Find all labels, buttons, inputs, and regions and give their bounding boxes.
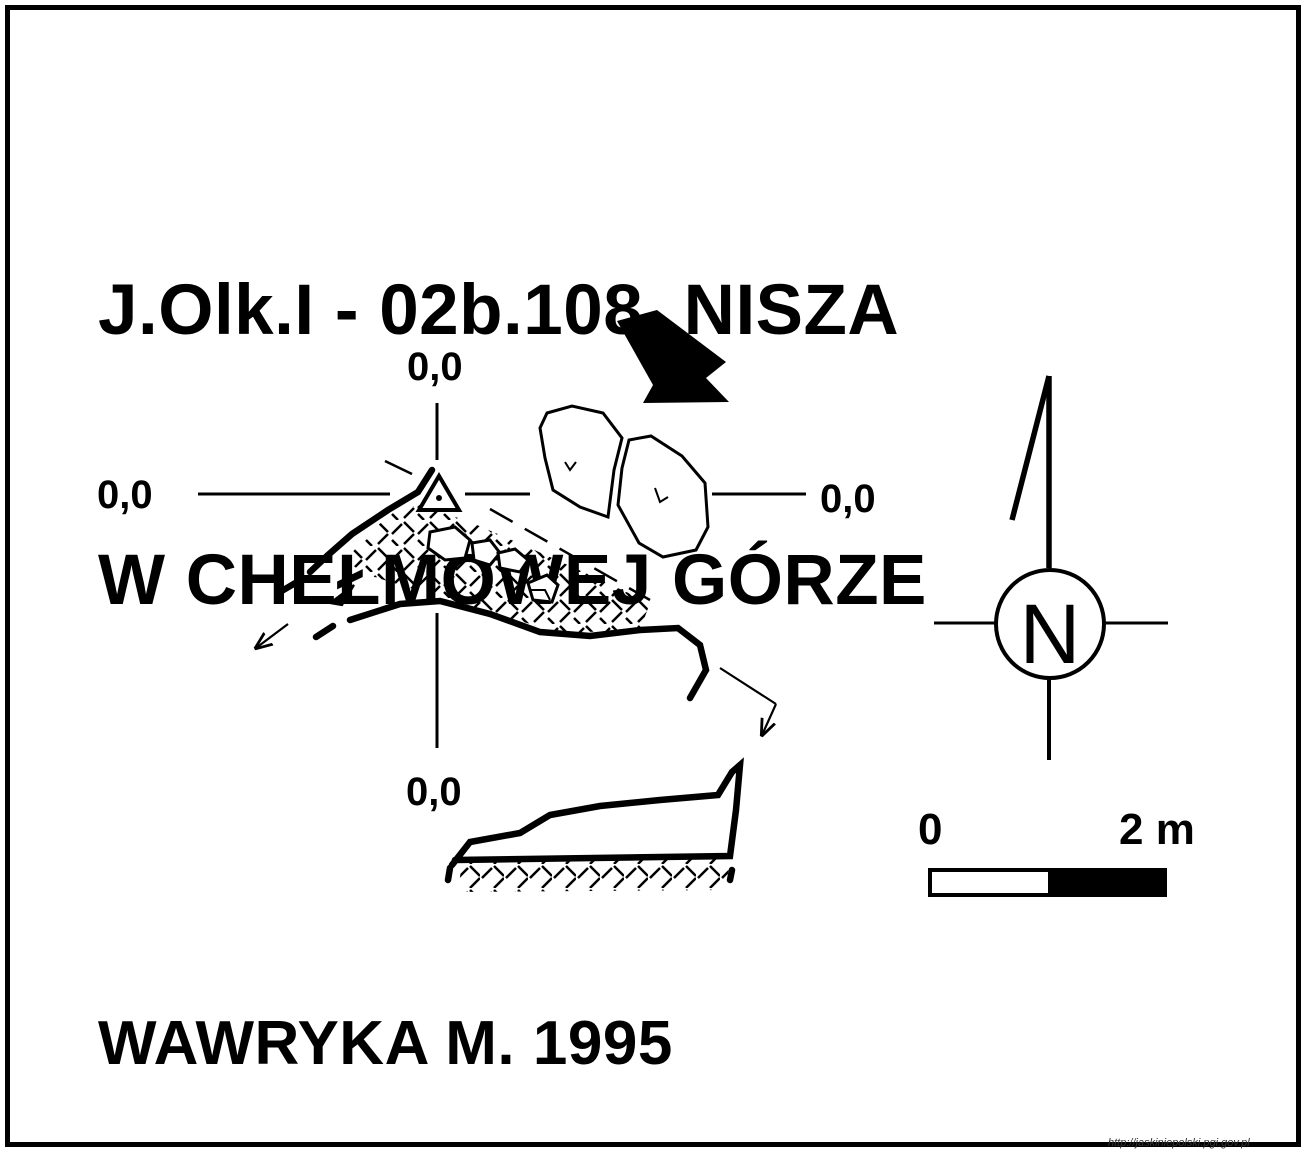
cross-section xyxy=(444,757,744,884)
scale-bar-end-label: 2 m xyxy=(1119,805,1195,854)
compass-rose-icon xyxy=(934,568,1168,760)
section-floor-hatching xyxy=(458,858,730,892)
niche-floor-hatching xyxy=(345,505,650,633)
datum-label-bottom: 0,0 xyxy=(406,770,462,814)
boulders xyxy=(538,404,710,559)
north-arrow-icon xyxy=(1009,375,1052,568)
survey-point-icon xyxy=(415,472,463,512)
entrance-arrow-icon xyxy=(617,310,729,403)
datum-cross xyxy=(198,403,806,748)
datum-label-right: 0,0 xyxy=(820,477,876,521)
cave-walls-plan xyxy=(276,466,710,702)
datum-label-left: 0,0 xyxy=(97,473,153,517)
niche-rocks xyxy=(426,525,560,604)
slope-arrows xyxy=(256,584,778,735)
scale-bar xyxy=(928,868,1167,897)
scale-bar-start-label: 0 xyxy=(918,805,942,854)
source-watermark: http://jaskiniepolski.pgi.gov.pl xyxy=(1108,1137,1250,1149)
compass-n-label: N xyxy=(1020,587,1081,681)
datum-label-top: 0,0 xyxy=(407,345,463,389)
drip-line xyxy=(384,459,651,602)
title-line-1: J.Olk.I - 02b.108 NISZA xyxy=(98,271,900,350)
author-credit: WAWRYKA M. 1995 xyxy=(98,1009,673,1078)
map-frame xyxy=(5,5,1301,1147)
